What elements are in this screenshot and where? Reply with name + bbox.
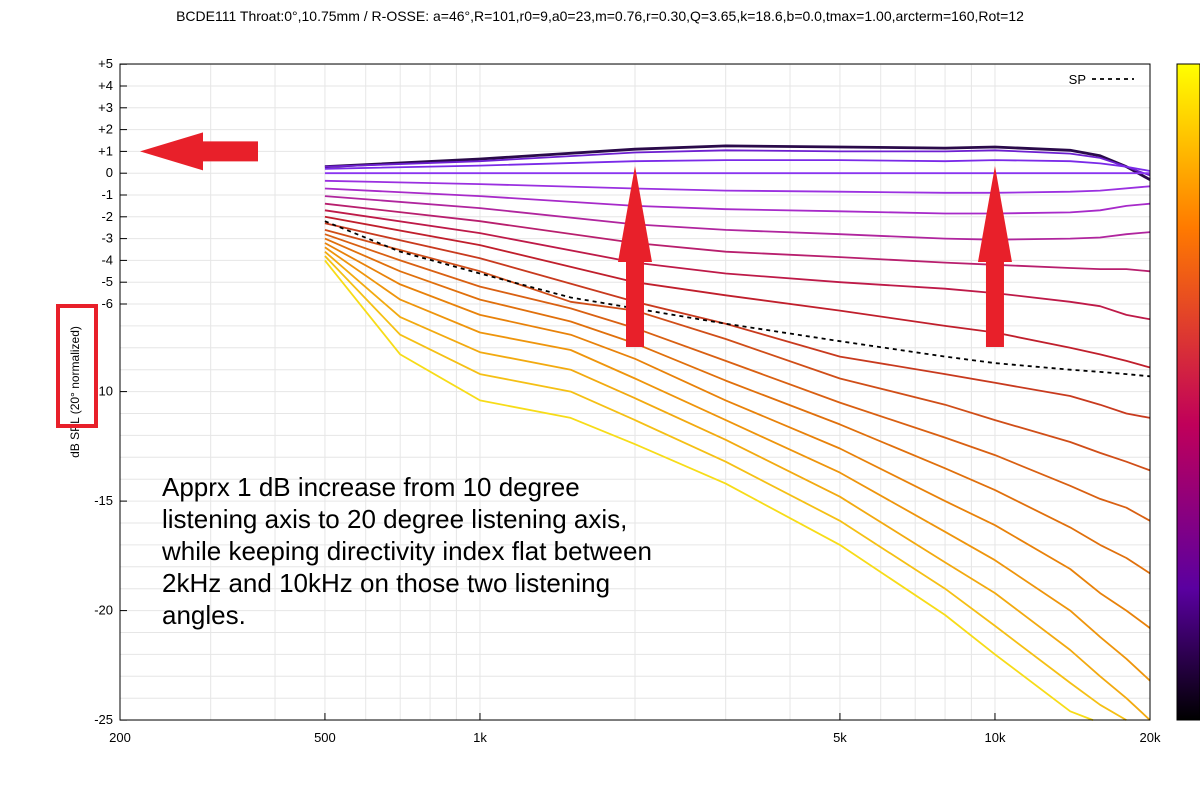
y-tick-label: +1 (98, 143, 113, 158)
colorbar (1176, 63, 1200, 721)
x-tick-label: 10k (984, 730, 1005, 745)
y-tick-label: -20 (94, 603, 113, 618)
annotation-line: listening axis to 20 degree listening ax… (162, 504, 628, 534)
series-line (324, 255, 1127, 721)
arrow-left (140, 132, 258, 171)
sp-layer (324, 220, 1151, 378)
annotation-text: Apprx 1 dB increase from 10 degree liste… (162, 471, 722, 631)
chart-title: BCDE111 Throat:0°,10.75mm / R-OSSE: a=46… (176, 8, 1024, 24)
series-line (324, 242, 1151, 629)
y-tick-label: 0 (106, 165, 113, 180)
y-tick-labels: +5 +4 +3 +2 +1 0 -1 -2 -3 -4 -5 -6 -10 -15 -20 -25 (94, 56, 127, 727)
y-tick-label: -1 (101, 187, 113, 202)
y-tick-label: -25 (94, 712, 113, 727)
y-tick-label: -3 (101, 231, 113, 246)
series-line (324, 187, 1151, 215)
series-line (324, 209, 1151, 321)
series-line (324, 246, 1151, 682)
series-line (324, 259, 1094, 721)
x-tick-label: 5k (833, 730, 847, 745)
series-line (324, 179, 1151, 194)
x-tick-labels: 200 500 1k 5k 10k 20k (109, 713, 1161, 745)
x-tick-label: 500 (314, 730, 336, 745)
series-layer (324, 144, 1151, 721)
series-line (324, 195, 1151, 241)
y-axis-label-group: dB SPL (20° normalized) (56, 304, 98, 458)
annotation-line: 2kHz and 10kHz on those two listening (162, 568, 611, 598)
series-line (324, 233, 1151, 522)
y-tick-label: -4 (101, 252, 113, 267)
sp-line (324, 220, 1151, 378)
annotation-line: Apprx 1 dB increase from 10 degree (162, 472, 580, 502)
series-line (324, 159, 1151, 172)
series-line (324, 237, 1151, 575)
series-line (324, 229, 1151, 472)
y-tick-label: +4 (98, 78, 113, 93)
series-line (324, 144, 1151, 181)
highlight-box (56, 304, 98, 428)
x-tick-label: 1k (473, 730, 487, 745)
series-line (324, 202, 1151, 273)
series-line (324, 251, 1151, 721)
series-line (324, 222, 1151, 419)
y-tick-label: -15 (94, 493, 113, 508)
y-tick-label: -6 (101, 296, 113, 311)
y-axis-label: dB SPL (20° normalized) (68, 326, 82, 458)
legend: SP (1069, 72, 1134, 87)
legend-label: SP (1069, 72, 1086, 87)
y-tick-label: +3 (98, 100, 113, 115)
arrow-up (618, 166, 652, 347)
y-tick-label: +5 (98, 56, 113, 71)
x-tick-label: 20k (1140, 730, 1161, 745)
y-tick-label: -10 (94, 384, 113, 399)
x-tick-label: 200 (109, 730, 131, 745)
y-axis-label-prefix: dB SPL (68, 414, 82, 458)
annotation-line: angles. (162, 600, 246, 630)
series-line (324, 215, 1151, 369)
y-tick-label: +2 (98, 122, 113, 137)
colorbar-gradient (1176, 63, 1200, 721)
arrow-up (977, 166, 1012, 347)
series-line (324, 149, 1151, 177)
y-tick-label: -5 (101, 274, 113, 289)
y-tick-label: -2 (101, 209, 113, 224)
y-axis-label-highlight: (20° normalized) (68, 326, 82, 414)
arrows-layer (140, 132, 1012, 347)
annotation-line: while keeping directivity index flat bet… (162, 536, 652, 566)
